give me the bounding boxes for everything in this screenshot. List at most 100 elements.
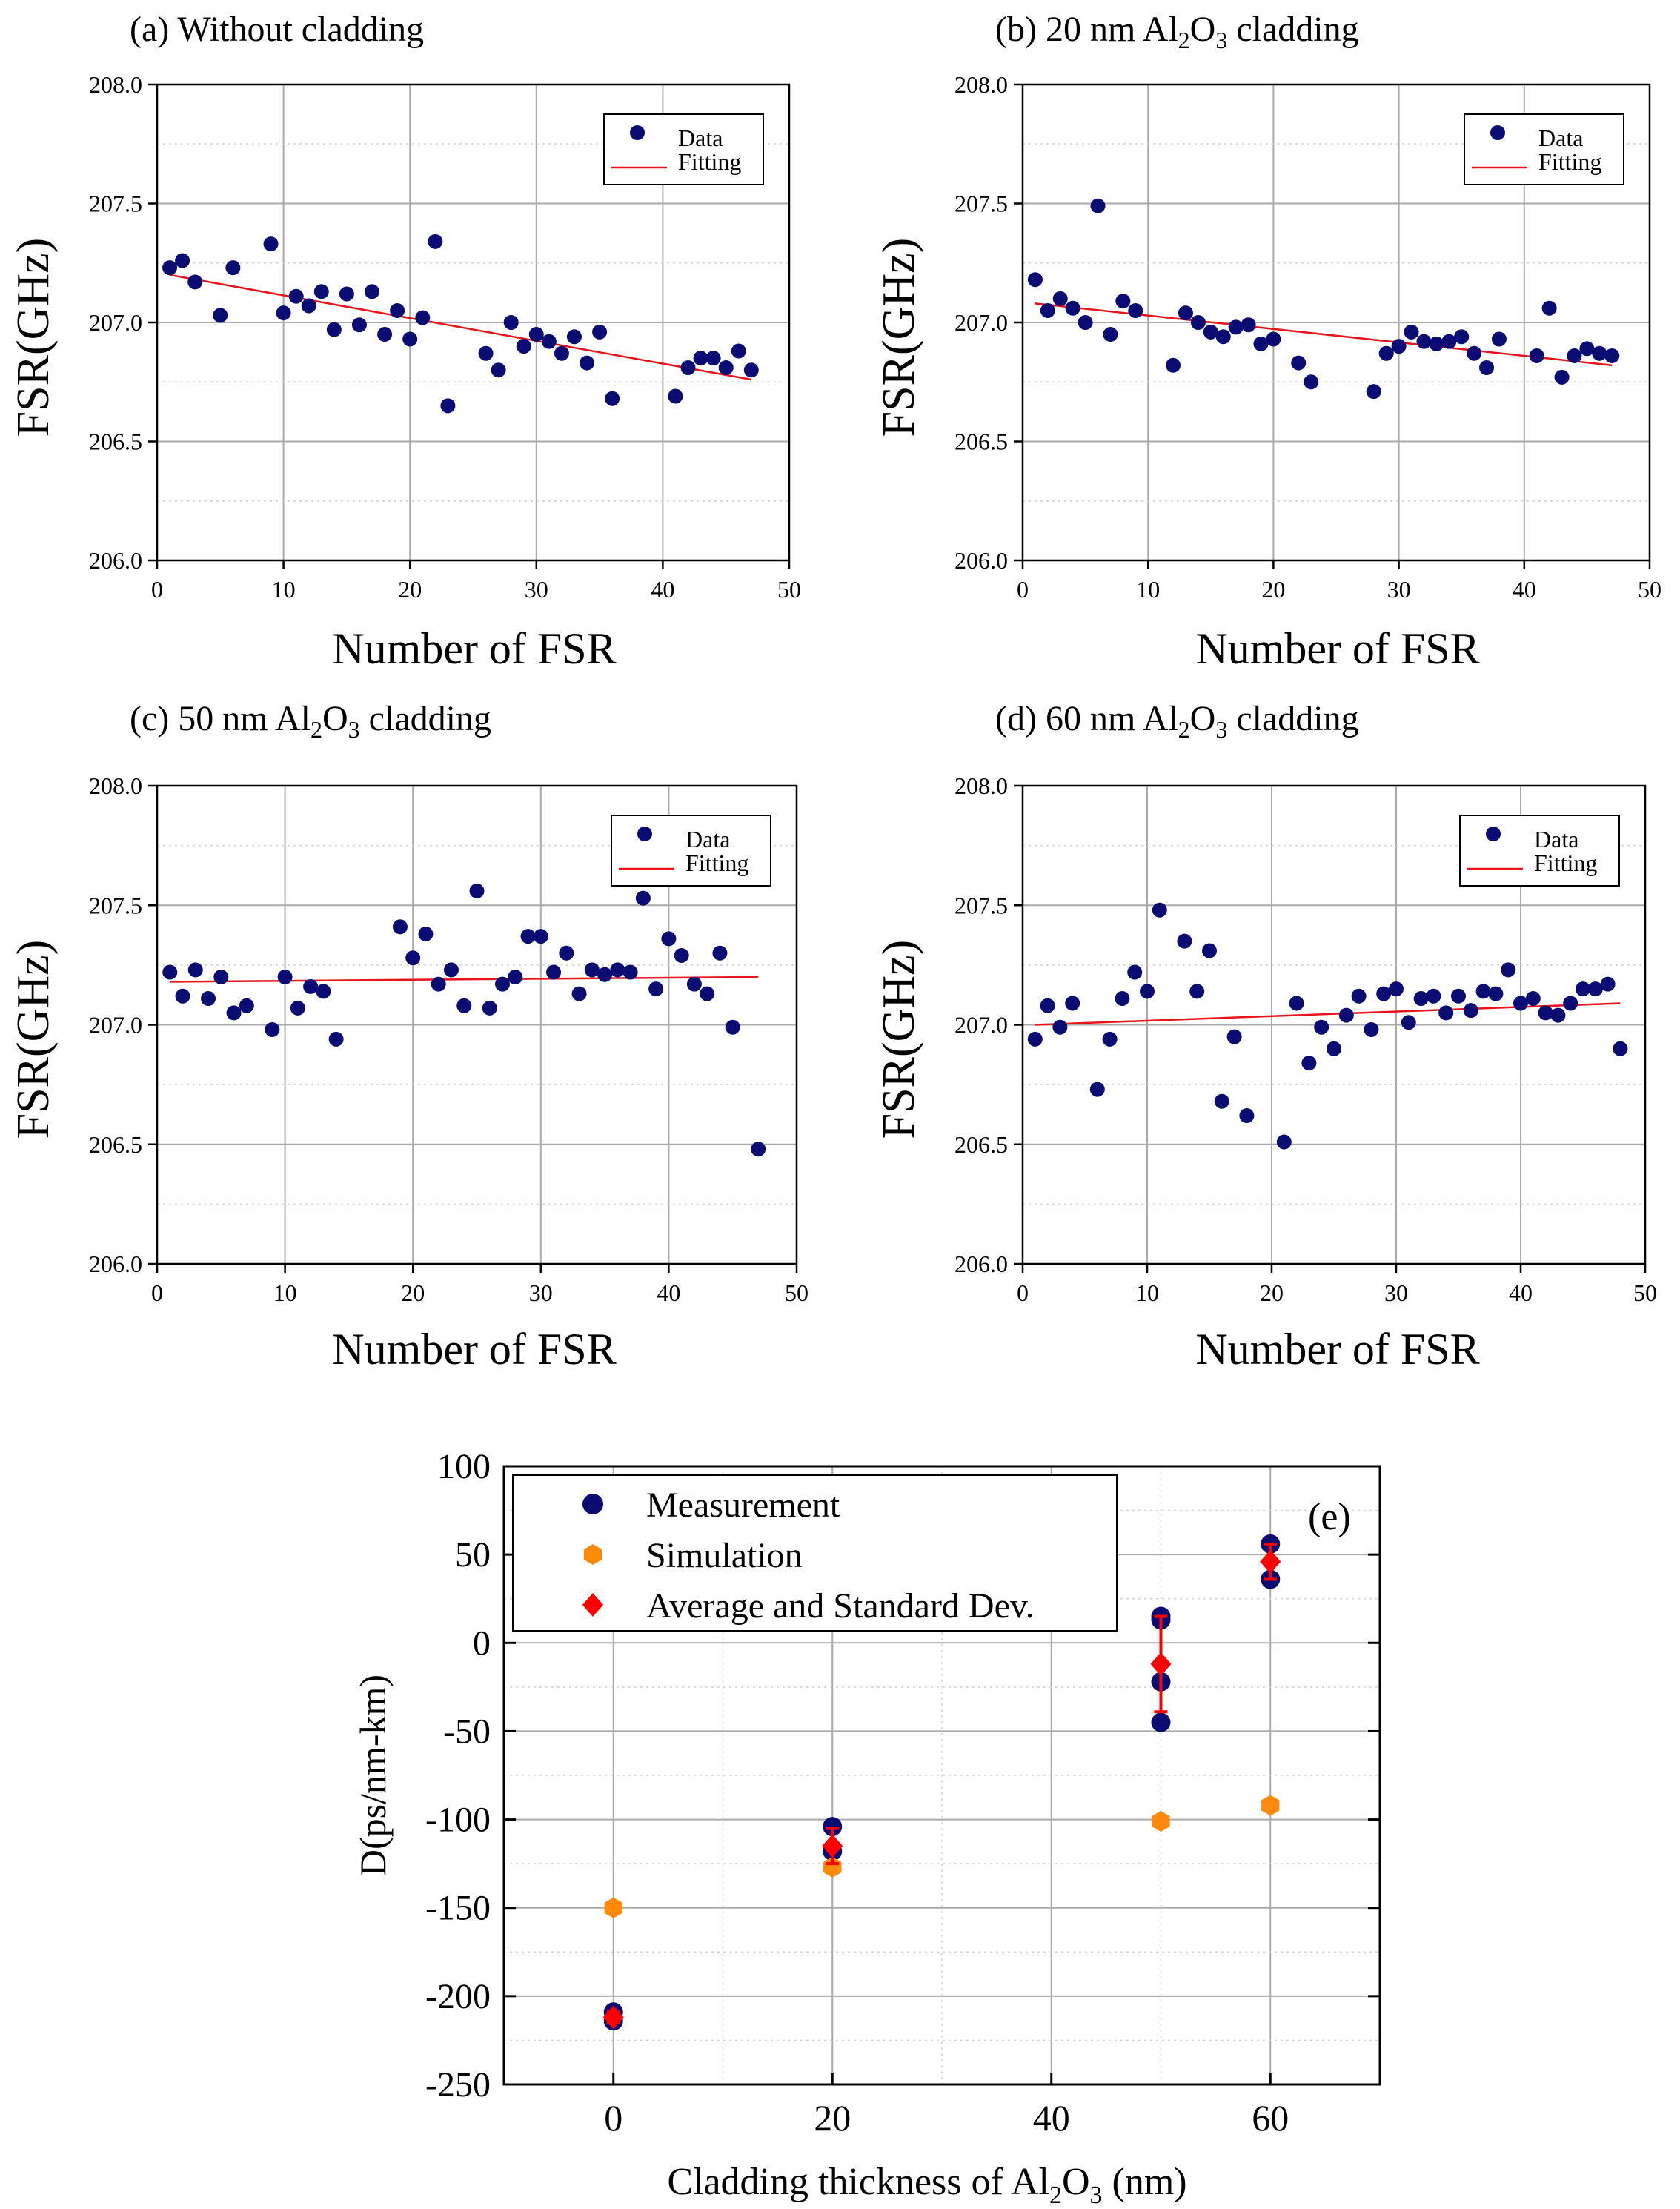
data-point [541,334,557,349]
data-point [725,1019,740,1035]
panel-title: (a) Without cladding [130,10,424,49]
data-point [1351,988,1367,1004]
data-point [405,950,421,966]
panel-c: (c) 50 nm Al2O3 cladding 0 10 20 30 40 50 206.0… [8,699,809,1374]
data-point [288,288,304,304]
legend-box [512,1474,1118,1632]
data-point [1189,984,1205,999]
data-point [705,351,721,366]
legend-box [611,815,771,887]
average-point [822,1834,843,1858]
data-point [1040,998,1055,1013]
fit-line [1035,1002,1621,1026]
y-tick-label: 206.5 [89,428,142,455]
data-point [1140,984,1155,999]
data-point [1040,302,1055,318]
y-axis-label: FSR(GHz) [8,940,59,1139]
data-point [482,1000,497,1016]
data-point [1429,336,1444,351]
x-tick-label: 0 [1017,576,1029,603]
data-point [1052,1019,1068,1035]
panel-title: (d) 60 nm Al2O3 cladding [995,699,1359,743]
x-tick-label: 20 [398,576,422,603]
data-point [1391,339,1407,354]
plot-frame [502,1465,1381,2086]
data-point [225,260,241,276]
y-tick-label: -150 [425,1889,491,1928]
simulation-point [1261,1795,1280,1816]
data-point [1304,374,1319,390]
data-point [1115,991,1130,1007]
legend: Measurement Simulation Average and Standar… [512,1474,1118,1632]
data-point [1052,291,1068,306]
data-point [1089,1082,1105,1097]
data-point [580,355,595,371]
data-point [263,236,279,252]
subscript-3: 3 [1090,2182,1103,2209]
data-point [1378,345,1394,361]
data-point [478,345,494,361]
x-tick-label: 50 [1638,576,1661,603]
measurement-point [1151,1712,1171,1732]
y-tick-label: -100 [425,1801,491,1840]
data-point [1554,369,1570,385]
data-point [428,234,443,249]
data-point [528,327,544,342]
x-axis-label: Number of FSR [332,624,616,673]
legend-data-label: Data [1534,826,1578,852]
x-axis-label: Cladding thickness of Al2O3 (nm) [667,2161,1186,2209]
panel-title-text: (b) 20 nm Al [995,10,1178,49]
data-point [1563,996,1578,1011]
data-point [1401,1015,1416,1030]
y-tick-label: 208.0 [89,772,142,799]
data-point [377,327,393,342]
subscript-2: 2 [311,716,322,743]
legend-fit-label: Fitting [1534,850,1597,876]
data-point [1065,996,1080,1011]
data-point [1376,986,1392,1001]
panel-title-text: (d) 60 nm Al [995,699,1178,738]
legend-average-label: Average and Standard Dev. [646,1586,1035,1626]
data-point [1389,981,1404,997]
data-point [365,284,380,299]
data-point [610,962,625,978]
data-point [1128,302,1143,318]
y-tick-label: 207.5 [954,892,1008,918]
x-tick-label: 0 [604,2097,622,2139]
data-point [1364,1021,1379,1037]
subscript-3: 3 [348,716,360,743]
legend-data-label: Data [685,826,730,852]
simulation-point [823,1856,842,1878]
data-point [1228,319,1244,335]
data-point [533,929,548,944]
data-point [1202,943,1217,958]
data-point [402,331,418,347]
legend-fit-label: Fitting [685,850,748,876]
data-point [415,310,431,325]
x-tick-label: 50 [785,1279,809,1306]
data-point [661,931,677,947]
data-point [326,322,342,337]
data-point [516,339,531,354]
data-point [1426,988,1441,1004]
data-point [668,388,683,404]
data-point [1289,996,1304,1011]
data-point [1413,991,1429,1007]
data-point [1488,986,1504,1001]
data-point [566,329,582,345]
y-tick-label: -200 [425,1977,491,2016]
legend-average-marker [582,1593,603,1617]
y-tick-label: 206.5 [954,1131,1008,1158]
data-point [1166,357,1181,373]
x-tick-label: 50 [777,576,801,603]
data-point [1177,933,1192,949]
data-point [1241,317,1256,333]
panel-label: (e) [1308,1496,1351,1538]
data-point [1253,336,1269,351]
data-point [276,305,291,321]
data-point [1178,305,1193,321]
data-point [1454,329,1470,345]
y-tick-label: 206.0 [954,547,1008,574]
average-point [1260,1549,1281,1574]
